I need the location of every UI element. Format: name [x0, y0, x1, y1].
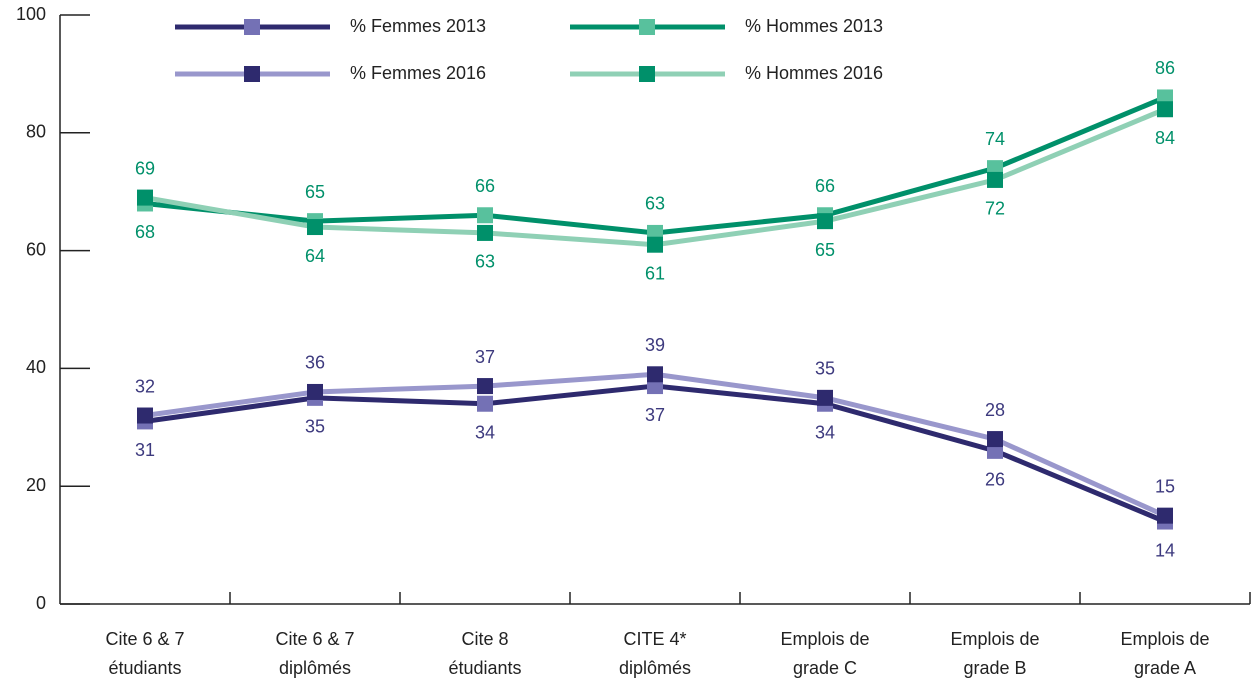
x-tick-label: étudiants [448, 658, 521, 678]
marker [647, 366, 663, 383]
data-label: 69 [135, 158, 155, 178]
data-label: 74 [985, 129, 1005, 149]
x-tick-label: Emplois de [1120, 629, 1209, 649]
line [144, 371, 1167, 518]
data-label: 61 [645, 263, 665, 283]
data-label: 86 [1155, 58, 1175, 78]
x-tick-label: Cite 8 [461, 629, 508, 649]
legend-label: % Hommes 2013 [745, 16, 883, 36]
x-tick-label: étudiants [108, 658, 181, 678]
data-label: 26 [985, 470, 1005, 490]
marker [137, 407, 153, 424]
marker [477, 207, 493, 224]
data-label: 31 [135, 440, 155, 460]
x-tick-label: Cite 6 & 7 [105, 629, 184, 649]
data-label: 37 [475, 347, 495, 367]
data-label: 15 [1155, 476, 1175, 496]
data-label: 32 [135, 376, 155, 396]
marker [817, 389, 833, 406]
marker [647, 236, 663, 253]
y-tick-label: 60 [26, 239, 46, 259]
legend-marker [244, 66, 260, 82]
x-tick-label: Emplois de [780, 629, 869, 649]
x-tick-label: CITE 4* [623, 629, 686, 649]
data-label: 84 [1155, 128, 1175, 148]
y-tick-label: 20 [26, 475, 46, 495]
x-tick-label: Emplois de [950, 629, 1039, 649]
data-label: 37 [645, 405, 665, 425]
marker [817, 213, 833, 230]
data-label: 65 [305, 182, 325, 202]
marker [987, 171, 1003, 188]
data-label: 34 [815, 422, 835, 442]
x-tick-label: grade A [1134, 658, 1196, 678]
x-tick-label: grade C [793, 658, 857, 678]
line [144, 106, 1166, 248]
marker [477, 395, 493, 412]
legend-marker [639, 19, 655, 35]
marker [1157, 101, 1173, 118]
legend-label: % Femmes 2016 [350, 63, 486, 83]
legend-marker [639, 66, 655, 82]
x-tick-label: grade B [963, 658, 1026, 678]
y-tick-label: 100 [16, 4, 46, 24]
marker [307, 383, 323, 400]
data-label: 28 [985, 400, 1005, 420]
data-label: 68 [135, 222, 155, 242]
data-label: 35 [815, 359, 835, 379]
data-label: 65 [815, 240, 835, 260]
data-label: 35 [305, 417, 325, 437]
data-label: 14 [1155, 540, 1175, 560]
legend-marker [244, 19, 260, 35]
x-tick-label: Cite 6 & 7 [275, 629, 354, 649]
data-label: 63 [475, 252, 495, 272]
legend-label: % Hommes 2016 [745, 63, 883, 83]
data-label: 39 [645, 335, 665, 355]
marker [1157, 507, 1173, 524]
data-label: 66 [475, 176, 495, 196]
x-tick-label: diplômés [279, 658, 351, 678]
marker [477, 224, 493, 241]
y-tick-label: 40 [26, 357, 46, 377]
x-tick-label: diplômés [619, 658, 691, 678]
marker [307, 219, 323, 236]
marker [987, 431, 1003, 448]
data-label: 36 [305, 353, 325, 373]
data-label: 34 [475, 422, 495, 442]
data-label: 72 [985, 199, 1005, 219]
y-tick-label: 0 [36, 593, 46, 613]
legend-label: % Femmes 2013 [350, 16, 486, 36]
data-label: 64 [305, 246, 325, 266]
data-label: 66 [815, 176, 835, 196]
data-label: 63 [645, 194, 665, 214]
marker [137, 189, 153, 206]
marker [477, 378, 493, 395]
y-tick-label: 80 [26, 122, 46, 142]
